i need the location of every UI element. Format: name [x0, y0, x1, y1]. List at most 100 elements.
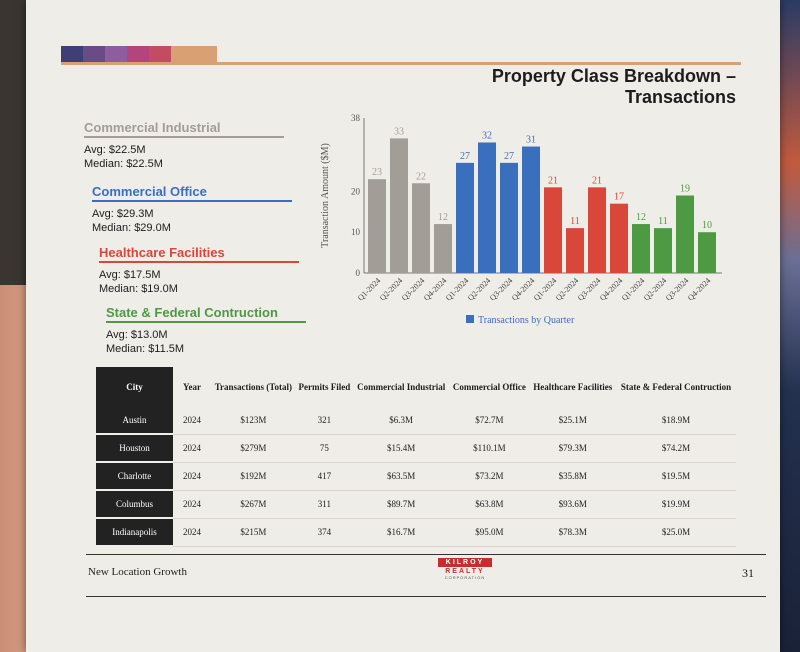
bar: [544, 187, 562, 273]
bar-value-label: 22: [416, 171, 426, 182]
transactions-bar-chart: Transaction Amount ($M) 0 10 20 38 23 Q1-2024 3…: [320, 113, 722, 326]
table-row: Columbus 2024 $267M 311 $89.7M $63.8M $93.6M $1…: [96, 490, 736, 519]
bar: [566, 228, 584, 273]
x-tick-label: Q4-2024: [510, 276, 536, 302]
x-tick-label: Q1-2024: [444, 276, 470, 302]
bar-value-label: 33: [394, 126, 404, 137]
cell-state: $19.9M: [616, 490, 736, 519]
cell-permits: 374: [295, 518, 354, 547]
company-logo: KILROY REALTY CORPORATION: [438, 558, 492, 580]
category-median: Median: $22.5M: [84, 158, 163, 170]
bar: [654, 228, 672, 273]
y-tick-label: 0: [356, 268, 361, 278]
footer-rule-bottom: [86, 596, 766, 597]
x-tick-label: Q1-2024: [356, 276, 382, 302]
bar: [698, 232, 716, 273]
cell-office: $63.8M: [449, 490, 530, 519]
cell-healthcare: $78.3M: [529, 518, 617, 547]
cell-state: $19.5M: [616, 462, 736, 491]
bar: [390, 138, 408, 273]
bar: [588, 187, 606, 273]
bar-value-label: 12: [438, 212, 448, 223]
x-tick-label: Q2-2024: [466, 276, 492, 302]
category-name: Commercial Industrial: [84, 120, 284, 138]
cell-office: $73.2M: [449, 462, 530, 491]
header-permits: Permits Filed: [298, 382, 351, 392]
category-avg: Avg: $29.3M: [92, 208, 154, 220]
cell-permits: 417: [295, 462, 354, 491]
x-tick-label: Q2-2024: [554, 276, 580, 302]
header-office: Commercial Office: [452, 382, 526, 392]
cell-healthcare: $79.3M: [529, 434, 617, 463]
cell-state: $74.2M: [616, 434, 736, 463]
x-tick-label: Q3-2024: [664, 276, 690, 302]
cell-city: Columbus: [96, 490, 173, 519]
category-median: Median: $19.0M: [99, 283, 178, 295]
cell-transactions: $215M: [211, 518, 296, 547]
table-row: Austin 2024 $123M 321 $6.3M $72.7M $25.1M $18.9…: [96, 407, 736, 435]
cell-office: $110.1M: [449, 434, 530, 463]
logo-mid-text: REALTY: [445, 568, 485, 575]
bar-value-label: 32: [482, 130, 492, 141]
bar: [456, 162, 474, 273]
bar: [434, 224, 452, 273]
cell-industrial: $6.3M: [353, 407, 450, 435]
category-office: Commercial Office Avg: $29.3M Median: $2…: [92, 184, 292, 235]
cell-transactions: $267M: [211, 490, 296, 519]
table-row: Charlotte 2024 $192M 417 $63.5M $73.2M $35.8M $…: [96, 462, 736, 491]
bar: [412, 183, 430, 273]
bar: [368, 179, 386, 273]
x-tick-label: Q4-2024: [598, 276, 624, 302]
logo-top-text: KILROY: [438, 558, 492, 567]
table-row: Indianapolis 2024 $215M 374 $16.7M $95.0M $78.…: [96, 518, 736, 547]
category-avg: Avg: $17.5M: [99, 269, 161, 281]
bar: [610, 203, 628, 273]
document-page: Property Class Breakdown – Transactions …: [26, 0, 780, 652]
header-transactions: Transactions (Total): [214, 382, 292, 392]
x-tick-label: Q3-2024: [488, 276, 514, 302]
category-name: State & Federal Contruction: [106, 305, 306, 323]
table-header-row: City Year Transactions (Total) Permits F…: [96, 367, 736, 407]
cell-year: 2024: [173, 490, 211, 519]
footer-section-title: New Location Growth: [88, 566, 187, 578]
legend-label: Transactions by Quarter: [478, 315, 575, 326]
cell-state: $18.9M: [616, 407, 736, 435]
category-industrial: Commercial Industrial Avg: $22.5M Median…: [84, 120, 284, 171]
x-tick-label: Q1-2024: [620, 276, 646, 302]
x-tick-label: Q4-2024: [422, 276, 448, 302]
cell-transactions: $192M: [211, 462, 296, 491]
cell-year: 2024: [173, 462, 211, 491]
bar-value-label: 27: [504, 151, 514, 162]
cell-office: $95.0M: [449, 518, 530, 547]
table-row: Houston 2024 $279M 75 $15.4M $110.1M $79.3M $74…: [96, 434, 736, 463]
stripe-6: [171, 46, 217, 62]
bar-value-label: 11: [570, 216, 580, 227]
header-rule: [61, 62, 741, 65]
bar-value-label: 27: [460, 151, 470, 162]
y-axis-label: Transaction Amount ($M): [320, 143, 331, 248]
cell-year: 2024: [173, 434, 211, 463]
bar: [676, 195, 694, 273]
y-tick-label: 38: [351, 113, 361, 123]
bar-value-label: 19: [680, 184, 690, 195]
x-tick-label: Q1-2024: [532, 276, 558, 302]
cell-year: 2024: [173, 407, 211, 435]
x-tick-label: Q2-2024: [378, 276, 404, 302]
y-tick-label: 10: [351, 227, 361, 237]
cell-office: $72.7M: [449, 407, 530, 435]
stripe-3: [105, 46, 127, 62]
x-tick-label: Q4-2024: [686, 276, 712, 302]
bar-value-label: 11: [658, 216, 668, 227]
category-median: Median: $29.0M: [92, 222, 171, 234]
cell-permits: 321: [295, 407, 354, 435]
page-number: 31: [742, 566, 754, 580]
bar: [632, 224, 650, 273]
header-state: State & Federal Contruction: [620, 382, 732, 392]
bar-value-label: 31: [526, 135, 536, 146]
page-title: Property Class Breakdown – Transactions: [491, 66, 736, 107]
legend-swatch: [466, 315, 474, 323]
color-stripes: [61, 46, 217, 62]
cell-industrial: $16.7M: [353, 518, 450, 547]
cell-city: Charlotte: [96, 462, 173, 491]
cell-industrial: $15.4M: [353, 434, 450, 463]
